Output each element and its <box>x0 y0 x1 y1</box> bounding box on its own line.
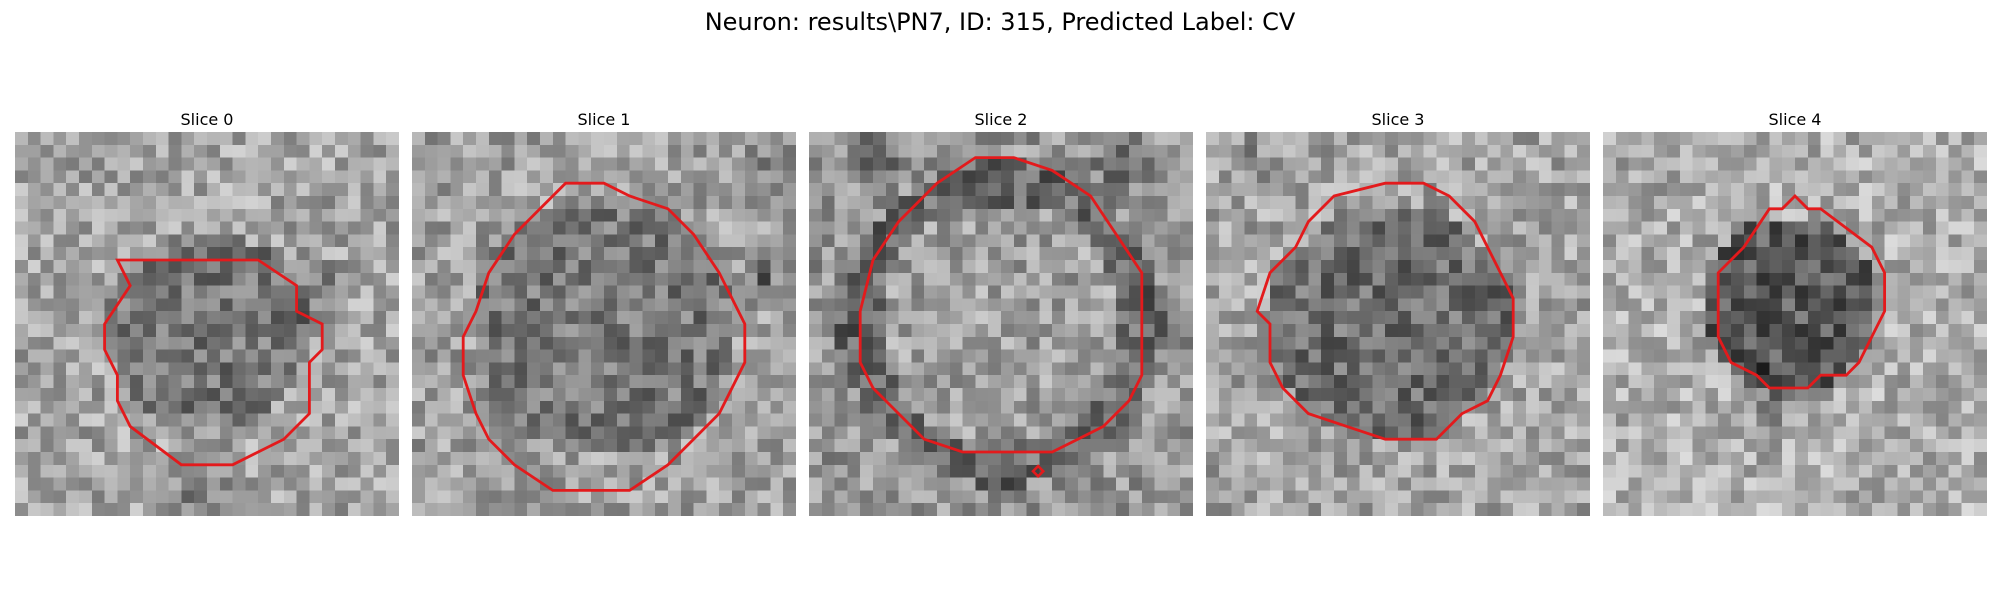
contour-outline-3 <box>1255 181 1515 441</box>
slice-image-3 <box>1206 132 1590 516</box>
contour-outline-4 <box>1716 194 1887 390</box>
slice-title-1: Slice 1 <box>577 110 631 129</box>
contour-fragment <box>1031 464 1046 479</box>
slice-title-3: Slice 3 <box>1371 110 1425 129</box>
slice-image-4 <box>1603 132 1987 516</box>
slice-panel-4: Slice 4 <box>1603 108 1987 516</box>
contour-outline-0 <box>103 258 324 467</box>
slice-title-0: Slice 0 <box>180 110 234 129</box>
slice-image-0 <box>15 132 399 516</box>
slice-image-1 <box>412 132 796 516</box>
contour-outline-1 <box>461 181 747 492</box>
figure-title: Neuron: results\PN7, ID: 315, Predicted … <box>704 8 1296 36</box>
slice-panel-3: Slice 3 <box>1206 108 1590 516</box>
contour-outline-2 <box>858 156 1144 454</box>
slice-panel-1: Slice 1 <box>412 108 796 516</box>
slice-panel-2: Slice 2 <box>809 108 1193 516</box>
slice-title-2: Slice 2 <box>974 110 1028 129</box>
slice-panel-0: Slice 0 <box>15 108 399 516</box>
slice-title-4: Slice 4 <box>1768 110 1822 129</box>
slice-image-2 <box>809 132 1193 516</box>
